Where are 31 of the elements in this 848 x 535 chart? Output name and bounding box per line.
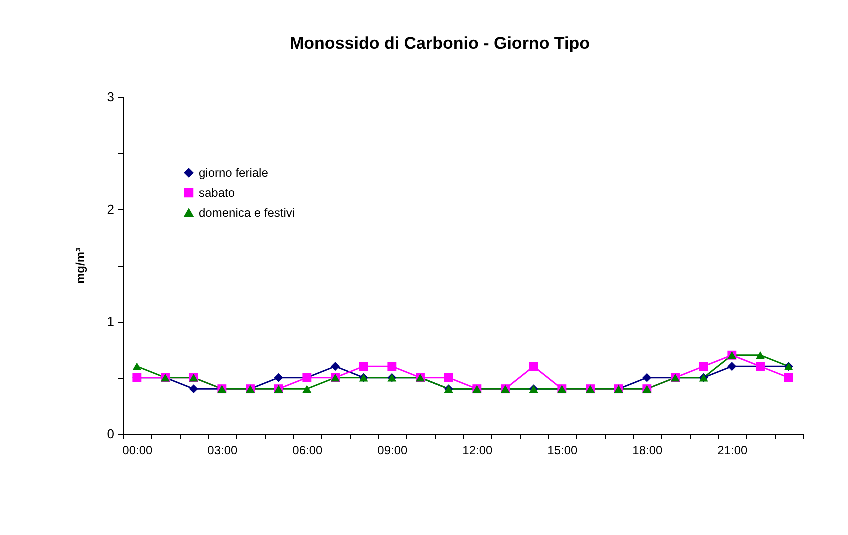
x-tick-label: 18:00: [632, 444, 664, 458]
point: [642, 373, 652, 382]
x-tick-label: 03:00: [208, 444, 238, 458]
legend-label: sabato: [199, 186, 236, 200]
point: [331, 362, 340, 372]
point: [699, 362, 708, 372]
chart-title: Monossido di Carbonio - Giorno Tipo: [290, 34, 590, 53]
point: [784, 373, 794, 382]
y-tick-label: 0: [107, 426, 114, 442]
point: [756, 351, 765, 360]
point: [444, 373, 454, 382]
point: [359, 362, 368, 372]
x-tick-label: 12:00: [462, 444, 494, 458]
y-axis-title: mg/m³: [73, 248, 88, 284]
legend-label: domenica e festivi: [199, 206, 296, 220]
y-tick-label: 3: [107, 90, 114, 104]
point: [189, 384, 198, 394]
point: [274, 373, 284, 382]
legend-label: giorno feriale: [199, 166, 269, 180]
point: [132, 362, 142, 370]
x-tick-label: 00:00: [122, 444, 154, 458]
x-tick-label: 15:00: [548, 444, 578, 458]
point: [388, 362, 397, 372]
x-tick-label: 09:00: [378, 444, 408, 458]
point: [302, 385, 312, 393]
point: [529, 362, 538, 372]
point: [728, 362, 737, 372]
y-tick-label: 2: [107, 202, 114, 217]
y-tick-label: 1: [107, 314, 114, 330]
x-tick-label: 06:00: [292, 444, 324, 458]
x-tick-label: 21:00: [718, 444, 748, 458]
